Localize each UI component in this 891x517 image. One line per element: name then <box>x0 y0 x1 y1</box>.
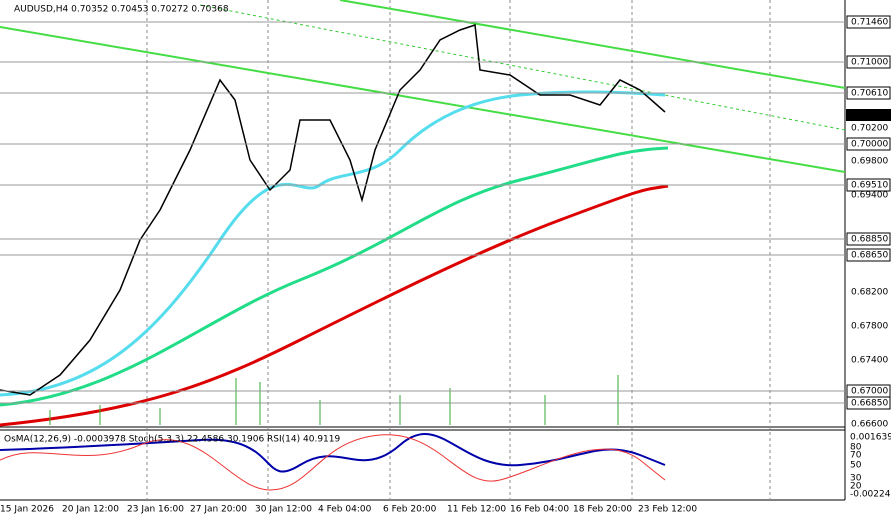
indicator-axis-label: 0.001639 <box>850 433 891 443</box>
indicator-axis-label: 70 <box>850 451 862 461</box>
vertical-grid <box>146 0 771 500</box>
price-label: 0.70368 <box>851 111 888 121</box>
level-box <box>846 137 891 151</box>
indicator-axis-label: 50 <box>850 461 862 471</box>
indicator-title: OsMA(12,26,9) -0.0003978 Stoch(5,3,3) 22… <box>4 435 340 445</box>
price-label: 0.71460 <box>851 18 888 28</box>
price-label: 0.71000 <box>851 58 888 68</box>
time-label: 11 Feb 12:00 <box>447 505 506 515</box>
price-label: 0.67400 <box>851 356 888 366</box>
price-label: 0.70000 <box>851 140 888 150</box>
oscillators <box>0 433 666 491</box>
level-box <box>846 86 891 100</box>
price-label: 0.68200 <box>851 288 888 298</box>
time-label: 23 Feb 12:00 <box>638 505 697 515</box>
indicator-axis-label: 30 <box>850 474 862 484</box>
indicator-axis-label: 20 <box>850 482 862 492</box>
level-box <box>846 248 891 262</box>
price-label: 0.68650 <box>851 251 888 261</box>
price-label: 0.70200 <box>851 124 888 134</box>
frame <box>0 0 846 501</box>
time-label: 30 Jan 12:00 <box>255 505 312 515</box>
price-label: 0.70610 <box>851 89 888 99</box>
chart-title: AUDUSD,H4 0.70352 0.70453 0.70272 0.7036… <box>14 5 229 15</box>
level-box <box>846 178 891 192</box>
time-label: 15 Jan 2026 <box>0 505 54 515</box>
price-label: 0.66600 <box>851 420 888 430</box>
price-label: 0.68850 <box>851 235 888 245</box>
price-label: 0.67000 <box>851 387 888 397</box>
time-label: 4 Feb 04:00 <box>318 505 372 515</box>
time-label: 16 Feb 04:00 <box>510 505 569 515</box>
time-label: 6 Feb 20:00 <box>383 505 437 515</box>
indicator-axis-label: 80 <box>850 443 862 453</box>
level-box <box>846 15 891 29</box>
price-label: 0.69800 <box>851 157 888 167</box>
price-label: 0.69400 <box>851 191 888 201</box>
level-box <box>846 396 891 410</box>
level-box <box>846 232 891 246</box>
price-label: 0.66850 <box>851 399 888 409</box>
price-label: 0.67800 <box>851 322 888 332</box>
chart-lines <box>0 0 846 427</box>
time-label: 20 Jan 12:00 <box>62 505 119 515</box>
time-label: 23 Jan 16:00 <box>127 505 184 515</box>
current-price-box <box>846 109 891 121</box>
time-label: 27 Jan 20:00 <box>190 505 247 515</box>
level-box <box>846 55 891 69</box>
time-label: 18 Feb 20:00 <box>573 505 632 515</box>
price-label: 0.69510 <box>851 181 888 191</box>
